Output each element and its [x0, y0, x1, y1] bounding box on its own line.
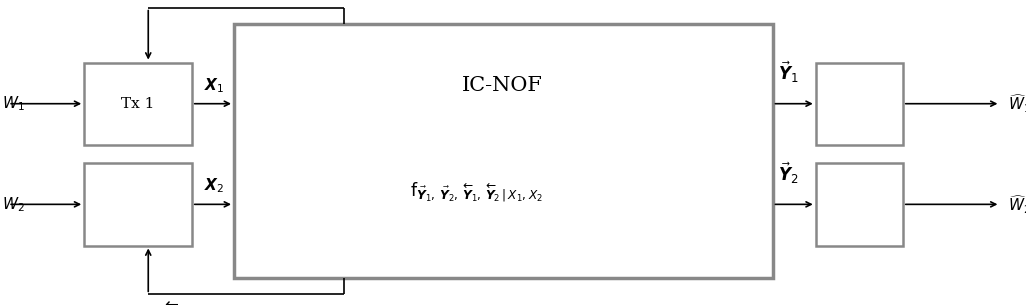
Text: Tx 1: Tx 1 [121, 97, 155, 111]
Text: $W_1$: $W_1$ [2, 94, 25, 113]
Bar [816, 163, 903, 246]
Text: $\widehat{W}_2$: $\widehat{W}_2$ [1008, 193, 1026, 216]
Text: $\mathrm{f}_{\vec{\boldsymbol{Y}}_1,\,\vec{\boldsymbol{Y}}_2,\,\overleftarrow{\b: $\mathrm{f}_{\vec{\boldsymbol{Y}}_1,\,\v… [410, 181, 544, 204]
Text: $W_2$: $W_2$ [2, 195, 25, 214]
Bar [84, 63, 192, 145]
Text: $\widehat{W}_1$: $\widehat{W}_1$ [1008, 92, 1026, 115]
Text: $\vec{\boldsymbol{Y}}_2$: $\vec{\boldsymbol{Y}}_2$ [778, 160, 798, 186]
Text: $\boldsymbol{X}_2$: $\boldsymbol{X}_2$ [204, 177, 225, 195]
Text: IC-NOF: IC-NOF [463, 76, 543, 95]
Bar [84, 163, 192, 246]
Text: $\vec{\boldsymbol{Y}}_1$: $\vec{\boldsymbol{Y}}_1$ [778, 60, 798, 85]
Bar [816, 63, 903, 145]
Text: $\boldsymbol{X}_1$: $\boldsymbol{X}_1$ [204, 76, 225, 95]
Text: $\overleftarrow{\boldsymbol{Y}}_2$: $\overleftarrow{\boldsymbol{Y}}_2$ [164, 300, 184, 305]
Bar [234, 24, 773, 278]
Text: $\overleftarrow{\boldsymbol{Y}}_1$: $\overleftarrow{\boldsymbol{Y}}_1$ [164, 0, 185, 2]
